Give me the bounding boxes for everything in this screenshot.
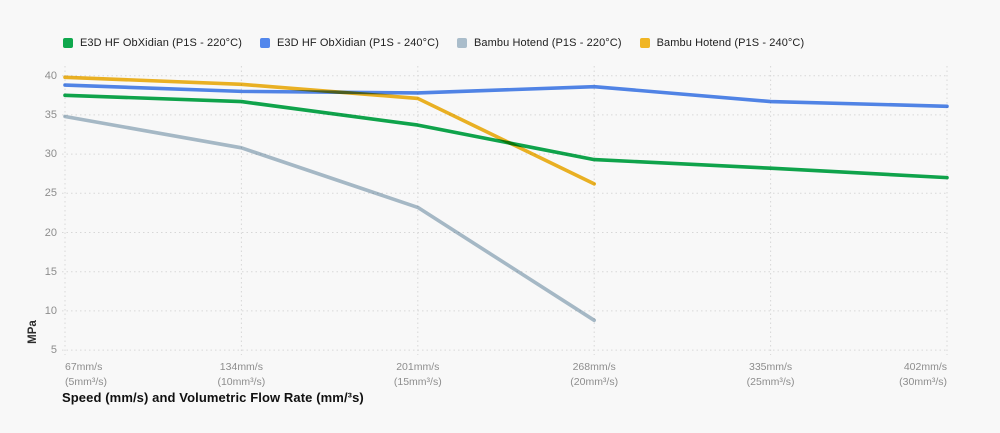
x-axis-tick-label: 201mm/s (15mm³/s) [394,360,442,390]
y-axis-tick-label: 5 [50,344,57,357]
x-axis-tick-label: 268mm/s (20mm³/s) [570,360,618,390]
x-axis-title: Speed (mm/s) and Volumetric Flow Rate (m… [62,390,364,405]
legend-swatch [259,38,270,48]
legend-label: Bambu Hotend (P1S - 220°C) [473,37,622,49]
x-tick-speed: 201mm/s [396,361,440,373]
legend-item[interactable]: E3D HF ObXidian (P1S - 240°C) [259,37,439,49]
legend-item[interactable]: E3D HF ObXidian (P1S - 220°C) [63,37,242,49]
y-axis-title: MPa [27,320,39,344]
y-axis-tick-label: 10 [44,304,57,317]
y-axis-tick-label: 15 [44,265,57,278]
x-tick-flow-rate: (20mm³/s) [570,376,619,388]
x-tick-flow-rate: (30mm³/s) [899,376,947,388]
series-line [63,83,949,109]
x-axis-tick-label: 402mm/s (30mm³/s) [899,360,947,390]
legend-item[interactable]: Bambu Hotend (P1S - 220°C) [456,37,622,49]
series-line [63,75,597,186]
legend-label: E3D HF ObXidian (P1S - 220°C) [80,37,242,49]
series-line [63,114,597,323]
x-tick-flow-rate: (5mm³/s) [65,376,107,388]
x-tick-speed: 67mm/s [65,361,103,373]
x-tick-speed: 134mm/s [219,361,263,373]
legend-label: Bambu Hotend (P1S - 240°C) [656,37,805,49]
y-axis-tick-label: 20 [44,226,57,239]
legend-item[interactable]: Bambu Hotend (P1S - 240°C) [639,37,805,49]
x-tick-flow-rate: (10mm³/s) [217,376,266,388]
x-axis-tick-label: 67mm/s (5mm³/s) [65,360,107,390]
legend-swatch [639,38,650,48]
chart-legend: E3D HF ObXidian (P1S - 220°C) E3D HF ObXi… [63,37,804,49]
x-axis-tick-label: 335mm/s (25mm³/s) [747,360,795,390]
y-axis-tick-label: 35 [44,108,57,121]
x-axis-tick-label: 134mm/s (10mm³/s) [217,360,265,390]
y-axis-tick-label: 25 [44,187,57,200]
x-tick-speed: 335mm/s [749,361,793,373]
x-tick-speed: 268mm/s [572,361,616,373]
legend-swatch [63,38,73,48]
series-line [63,93,949,180]
y-axis-tick-label: 30 [44,148,57,161]
y-axis-tick-label: 40 [44,69,57,82]
x-tick-speed: 402mm/s [903,361,947,373]
x-tick-flow-rate: (15mm³/s) [393,376,442,388]
legend-swatch [456,38,467,48]
legend-label: E3D HF ObXidian (P1S - 240°C) [276,37,439,49]
x-tick-flow-rate: (25mm³/s) [746,376,795,388]
